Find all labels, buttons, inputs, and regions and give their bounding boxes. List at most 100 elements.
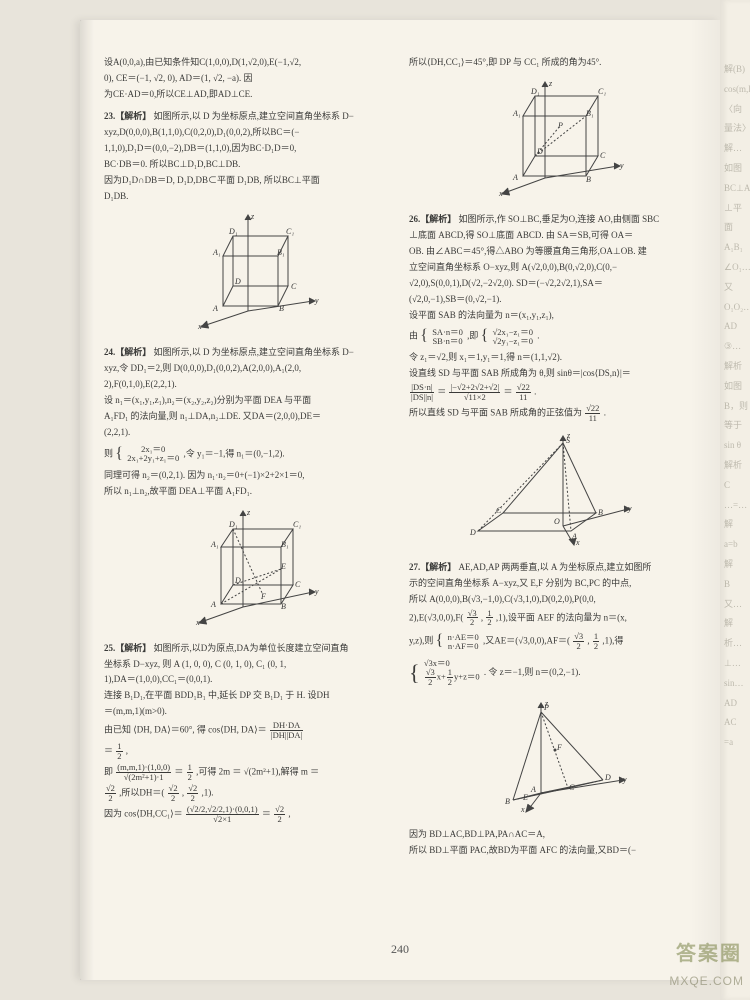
equation-line: √2 2 ,所以DH＝( √2 2 , √2 2 ,1).	[104, 784, 391, 803]
text-line: 示的空间直角坐标系 A−xyz,又 E,F 分别为 BC,PC 的中点,	[409, 577, 696, 591]
svg-text:D: D	[234, 576, 241, 585]
problem-number: 23.【解析】	[104, 111, 151, 121]
text-line: 23.【解析】 如图所示,以 D 为坐标原点,建立空间直角坐标系 D−	[104, 110, 391, 124]
svg-text:B: B	[505, 797, 510, 806]
text-line: 因为D₁D∩DB＝D, D₁D,DB⊂平面 D₁DB, 所以BC⊥平面	[104, 174, 391, 188]
text-line: 1),DA＝(1,0,0),CC₁＝(0,0,1).	[104, 673, 391, 687]
text-line: 25.【解析】 如图所示,以D为原点,DA为单位长度建立空间直角	[104, 642, 391, 656]
svg-text:y: y	[314, 296, 319, 305]
problem-number: 25.【解析】	[104, 643, 151, 653]
equation-line: 即 (m,m,1)·(1,0,0) √(2m²+1)·1 ＝ 1 2 ,可得 2…	[104, 763, 391, 782]
text-line: D₁DB.	[104, 190, 391, 204]
equation-line: 由已知 ⟨DH, DA⟩＝60°, 得 cos⟨DH, DA⟩＝ DH·DA |…	[104, 721, 391, 740]
svg-text:A: A	[530, 785, 536, 794]
text-line: 连接 B₁D₁,在平面 BDD₁B₁ 中,延长 DP 交 B₁D₁ 于 H. 设…	[104, 689, 391, 703]
svg-text:x: x	[498, 189, 503, 198]
solution-27: 27.【解析】 AE,AD,AP 两两垂直,以 A 为坐标原点,建立如图所 示的…	[409, 561, 696, 691]
svg-text:B: B	[586, 175, 591, 184]
figure-25-cube: D₁ C₁ A₁ B₁ D C A B P x y z	[409, 78, 696, 203]
fraction: √22 11	[515, 383, 532, 402]
text-line: 所以直线 SD 与平面 SAB 所成角的正弦值为 √22 11 .	[409, 404, 696, 423]
fraction: √2 2	[167, 784, 180, 803]
fraction: 1 2	[186, 763, 194, 782]
pyramid-diagram-icon: P A B C D E F x y z	[473, 698, 633, 813]
svg-text:P: P	[557, 121, 563, 130]
text-line: 26.【解析】 如图所示,作 SO⊥BC,垂足为O,连接 AO,由侧面 SBC	[409, 213, 696, 227]
text-line: 同理可得 n₂＝(0,2,1). 因为 n₁·n₂＝0+(−1)×2+2×1＝0…	[104, 469, 391, 483]
equation-system: √3x＝0 √32x+12y+z＝0	[422, 659, 482, 687]
equation-system: 2x₁＝0 2x₁+2y₁+z₁＝0	[125, 445, 181, 463]
text-line: A₁FD₁ 的法向量,则 n₁⊥DA,n₂⊥DE. 又DA＝(2,0,0),DE…	[104, 410, 391, 424]
text-line: 27.【解析】 AE,AD,AP 两两垂直,以 A 为坐标原点,建立如图所	[409, 561, 696, 575]
text-line: 因为 BD⊥AC,BD⊥PA,PA∩AC＝A,	[409, 828, 696, 842]
fraction: |−√2+2√2+√2| √11×2	[448, 383, 501, 402]
text-line: 1,1,0),D₁D＝(0,0,−2),DB＝(1,1,0),因为BC·D₁D＝…	[104, 142, 391, 156]
svg-text:E: E	[280, 562, 286, 571]
figure-27-pyramid: P A B C D E F x y z	[409, 698, 696, 818]
text-line: 2),F(0,1,0),E(2,2,1).	[104, 378, 391, 392]
text-line: ⊥底面 ABCD,得 SO⊥底面 ABCD. 由 SA＝SB,可得 OA＝	[409, 229, 696, 243]
problem-number: 27.【解析】	[409, 562, 456, 572]
left-column: 设A(0,0,a),由已知条件知C(1,0,0),D(1,√2,0),E(−1,…	[104, 56, 391, 936]
svg-text:B₁: B₁	[281, 540, 289, 549]
equation-line: 则 { 2x₁＝0 2x₁+2y₁+z₁＝0 ,令 y₁＝−1,得 n₁＝(0,…	[104, 442, 391, 467]
svg-text:D: D	[469, 528, 476, 537]
text-line: 为CE·AD＝0,所以CE⊥AD,即AD⊥CE.	[104, 88, 391, 102]
text-line: 设直线 SD 与平面 SAB 所成角为 θ,则 sinθ＝|cos⟨DS,n⟩|…	[409, 367, 696, 381]
svg-text:D: D	[536, 147, 543, 156]
svg-text:C: C	[295, 580, 301, 589]
svg-text:y: y	[619, 161, 624, 170]
page-curl-shadow	[80, 20, 94, 980]
svg-text:A: A	[210, 600, 216, 609]
solution-27-continued: 因为 BD⊥AC,BD⊥PA,PA∩AC＝A, 所以 BD⊥平面 PAC,故BD…	[409, 828, 696, 858]
problem-number: 26.【解析】	[409, 214, 456, 224]
fraction: √22 11	[584, 404, 601, 423]
text-line: BC·DB＝0. 所以BC⊥D₁D,BC⊥DB.	[104, 158, 391, 172]
fraction: |DS·n| |DS||n|	[409, 383, 435, 402]
text-line: (√2,0,−1),SB＝(0,√2,−1).	[409, 293, 696, 307]
fraction: 1 2	[485, 609, 493, 628]
fraction: √3 2	[572, 632, 585, 651]
svg-text:C₁: C₁	[286, 227, 294, 236]
equation-line: ＝ 1 2 ,	[104, 742, 391, 761]
svg-text:C: C	[600, 151, 606, 160]
equation-line: 因为 cos⟨DH,CC₁⟩＝ (√2/2,√2/2,1)·(0,0,1) √2…	[104, 805, 391, 824]
svg-text:z: z	[566, 431, 571, 440]
text-line: 设平面 SAB 的法向量为 n＝(x₁,y₁,z₁),	[409, 309, 696, 323]
next-page-sliver: 解(B)cos(m,BD)〈向量法〉解…如图BC⊥AB⊥平面 A₁B₁∠O₁…又…	[720, 0, 750, 1000]
figure-24-cube: D₁ C₁ A₁ B₁ D C A B E F x y z	[104, 507, 391, 632]
equation-system: √2x₁−z₁＝0 √2y₁−z₁＝0	[491, 328, 535, 346]
svg-text:F: F	[556, 743, 562, 752]
svg-text:A: A	[212, 304, 218, 313]
equation-line: |DS·n| |DS||n| ＝ |−√2+2√2+√2| √11×2 ＝ √2…	[409, 383, 696, 402]
cube-diagram-icon: D₁ C₁ A₁ B₁ D C A B P x y z	[478, 78, 628, 198]
svg-text:B₁: B₁	[277, 248, 285, 257]
problem-number: 24.【解析】	[104, 347, 151, 357]
right-column: 所以⟨DH,CC₁⟩＝45°,即 DP 与 CC₁ 所成的角为45°.	[409, 56, 696, 936]
equation-line: { √3x＝0 √32x+12y+z＝0 . 令 z＝−1,则 n＝(0,2,−…	[409, 656, 696, 690]
svg-text:y: y	[622, 775, 627, 784]
svg-text:z: z	[250, 212, 255, 221]
solution-25-continued: 所以⟨DH,CC₁⟩＝45°,即 DP 与 CC₁ 所成的角为45°.	[409, 56, 696, 70]
svg-text:C: C	[291, 282, 297, 291]
text-line: 令 z₁＝√2,则 x₁＝1,y₁＝1,得 n＝(1,1,√2).	[409, 351, 696, 365]
text-line: 设 n₁＝(x₁,y₁,z₁),n₂＝(x₂,y₂,z₂)分别为平面 DEA 与…	[104, 394, 391, 408]
svg-text:C₁: C₁	[293, 520, 301, 529]
text-line: 所以 BD⊥平面 PAC,故BD为平面 AFC 的法向量,又BD＝(−	[409, 844, 696, 858]
watermark-text: 答案圈	[676, 937, 742, 966]
svg-text:E: E	[522, 793, 528, 802]
text-line: √2,0),S(0,0,1),D(√2,−2√2,0). SD＝(−√2,2√2…	[409, 277, 696, 291]
fraction: 1 2	[115, 742, 123, 761]
figure-26-pyramid: S A B C D O x y z	[409, 431, 696, 551]
svg-text:B: B	[279, 304, 284, 313]
solution-22-continued: 设A(0,0,a),由已知条件知C(1,0,0),D(1,√2,0),E(−1,…	[104, 56, 391, 102]
text-line: 所以 n₁⊥n₂,故平面 DEA⊥平面 A₁FD₁.	[104, 485, 391, 499]
equation-line: y,z),则 { n·AE＝0 n·AF＝0 ,又AE＝(√3,0,0),AF＝…	[409, 629, 696, 654]
solution-23: 23.【解析】 如图所示,以 D 为坐标原点,建立空间直角坐标系 D− xyz,…	[104, 110, 391, 204]
fraction: (m,m,1)·(1,0,0) √(2m²+1)·1	[115, 763, 172, 782]
svg-text:A₁: A₁	[212, 248, 221, 257]
solution-26: 26.【解析】 如图所示,作 SO⊥BC,垂足为O,连接 AO,由侧面 SBC …	[409, 213, 696, 423]
svg-text:x: x	[197, 322, 202, 331]
svg-text:D₁: D₁	[228, 227, 238, 236]
svg-text:D₁: D₁	[530, 87, 540, 96]
